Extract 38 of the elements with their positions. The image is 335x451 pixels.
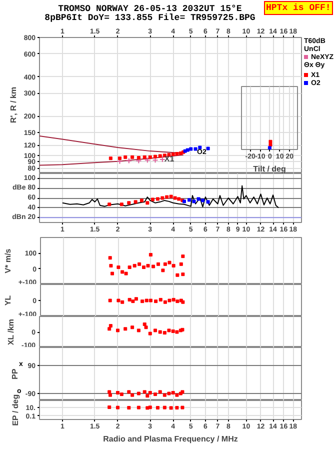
y-axis-title: R', R / km: [8, 86, 18, 124]
chart-title: TROMSO NORWAY 26-05-13 2032UT 15°E: [58, 4, 242, 14]
point: [124, 272, 128, 276]
point: [128, 266, 132, 270]
point: [138, 262, 142, 266]
point: [175, 330, 179, 334]
point: [176, 273, 180, 277]
point: [162, 331, 166, 335]
x-axis-title: Radio and Plasma Frequency / MHz: [103, 434, 238, 444]
y-axis-title: EP / deg: [10, 394, 20, 426]
x-axis-title: Tilt / deg: [253, 164, 286, 174]
annotation: X1: [164, 154, 175, 164]
y-axis-title: V* m/s: [3, 248, 12, 274]
point: [132, 264, 136, 268]
chart-subtitle: 8pBP6It DoY= 133.855 File= TR959725.BPG: [44, 13, 256, 23]
point: [120, 270, 124, 274]
point: [158, 330, 162, 334]
point: [144, 326, 148, 330]
point: [148, 332, 152, 336]
point: [161, 268, 165, 272]
point: [172, 264, 176, 268]
y-axis-title: PP: [10, 368, 20, 380]
point: [171, 329, 175, 333]
point: [116, 266, 120, 270]
point: [136, 328, 140, 332]
point: [109, 264, 113, 268]
text: HPTx is OFF!: [264, 1, 333, 15]
y-axis-title: YL: [3, 295, 12, 306]
point: [163, 262, 167, 266]
point: [156, 262, 160, 266]
y-axis-title: XL /km: [6, 319, 16, 346]
point: [148, 252, 152, 256]
point: [179, 262, 183, 266]
point: [168, 260, 172, 264]
point: [152, 264, 156, 268]
point: [130, 326, 134, 330]
point: [154, 328, 158, 332]
point: [167, 328, 171, 332]
